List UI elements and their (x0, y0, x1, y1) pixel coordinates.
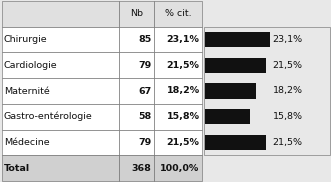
Text: 58: 58 (138, 112, 152, 121)
Text: 21,5%: 21,5% (167, 138, 200, 147)
Text: Gastro-entérologie: Gastro-entérologie (4, 112, 93, 122)
Bar (119, 104, 154, 130)
Bar (119, 1, 154, 27)
Bar (119, 130, 154, 155)
Bar (2, 52, 119, 78)
Bar (154, 27, 202, 52)
Bar (205, 58, 266, 73)
Bar (119, 52, 154, 78)
Bar (205, 135, 266, 150)
Bar (205, 32, 270, 47)
Text: 21,5%: 21,5% (272, 61, 303, 70)
Text: % cit.: % cit. (165, 9, 191, 18)
Text: Nb: Nb (130, 9, 143, 18)
Bar (154, 155, 202, 181)
Text: 18,2%: 18,2% (166, 86, 200, 96)
Bar (204, 27, 330, 155)
Bar (2, 27, 119, 52)
Bar (154, 52, 202, 78)
Bar (154, 130, 202, 155)
Text: Maternité: Maternité (4, 86, 50, 96)
Text: 368: 368 (132, 164, 152, 173)
Text: Cardiologie: Cardiologie (4, 61, 58, 70)
Text: 15,8%: 15,8% (166, 112, 200, 121)
Bar (119, 155, 154, 181)
Text: Total: Total (4, 164, 30, 173)
Text: 79: 79 (138, 61, 152, 70)
Text: Chirurgie: Chirurgie (4, 35, 48, 44)
Bar (205, 109, 250, 124)
Bar (119, 27, 154, 52)
Text: 18,2%: 18,2% (272, 86, 303, 96)
Text: 79: 79 (138, 138, 152, 147)
Text: 21,5%: 21,5% (272, 138, 303, 147)
Text: 100,0%: 100,0% (160, 164, 200, 173)
Text: 85: 85 (138, 35, 152, 44)
Bar (205, 83, 257, 99)
Text: 15,8%: 15,8% (272, 112, 303, 121)
Text: 67: 67 (138, 86, 152, 96)
Text: 21,5%: 21,5% (167, 61, 200, 70)
Text: 23,1%: 23,1% (272, 35, 303, 44)
Text: 23,1%: 23,1% (167, 35, 200, 44)
Bar (154, 1, 202, 27)
Bar (119, 78, 154, 104)
Bar (154, 104, 202, 130)
Bar (2, 1, 119, 27)
Bar (2, 155, 119, 181)
Bar (2, 130, 119, 155)
Bar (2, 78, 119, 104)
Bar (154, 78, 202, 104)
Text: Médecine: Médecine (4, 138, 50, 147)
Bar (2, 104, 119, 130)
